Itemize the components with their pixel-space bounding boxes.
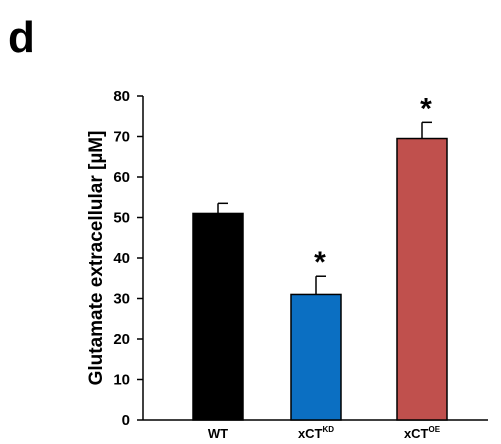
x-tick-label-superscript: OE xyxy=(429,425,441,434)
y-tick-label: 20 xyxy=(113,331,130,348)
y-tick-label: 70 xyxy=(113,129,130,146)
bar xyxy=(396,137,448,421)
bar xyxy=(192,212,244,421)
y-tick-label: 30 xyxy=(113,291,130,308)
y-ticks: 0 10 20 30 40 50 60 70 80 xyxy=(113,88,143,429)
bars: ** xyxy=(192,92,448,421)
x-tick-label: WT xyxy=(208,426,228,441)
y-axis: 0 10 20 30 40 50 60 70 80 xyxy=(113,88,144,429)
significance-marker: * xyxy=(314,246,326,279)
x-tick-label: xCTOE xyxy=(404,425,441,441)
y-tick-label: 80 xyxy=(113,88,130,105)
x-tick-label-base: xCT xyxy=(404,426,429,441)
y-tick-label: 0 xyxy=(122,412,130,429)
x-tick-label-base: xCT xyxy=(298,426,323,441)
y-axis-label: Glutamate extracellular [µM] xyxy=(86,131,107,386)
significance-marker: * xyxy=(420,92,432,125)
y-tick-label: 50 xyxy=(113,210,130,227)
y-tick-label: 40 xyxy=(113,250,130,267)
y-tick-label: 10 xyxy=(113,372,130,389)
panel-label: d xyxy=(8,13,35,62)
x-tick-label-base: WT xyxy=(208,426,228,441)
y-tick-label: 60 xyxy=(113,169,130,186)
bar xyxy=(290,293,342,421)
x-tick-label-superscript: KD xyxy=(323,425,335,434)
category-labels: WT xCTKD xCTOE xyxy=(208,425,441,441)
x-tick-label: xCTKD xyxy=(298,425,334,441)
